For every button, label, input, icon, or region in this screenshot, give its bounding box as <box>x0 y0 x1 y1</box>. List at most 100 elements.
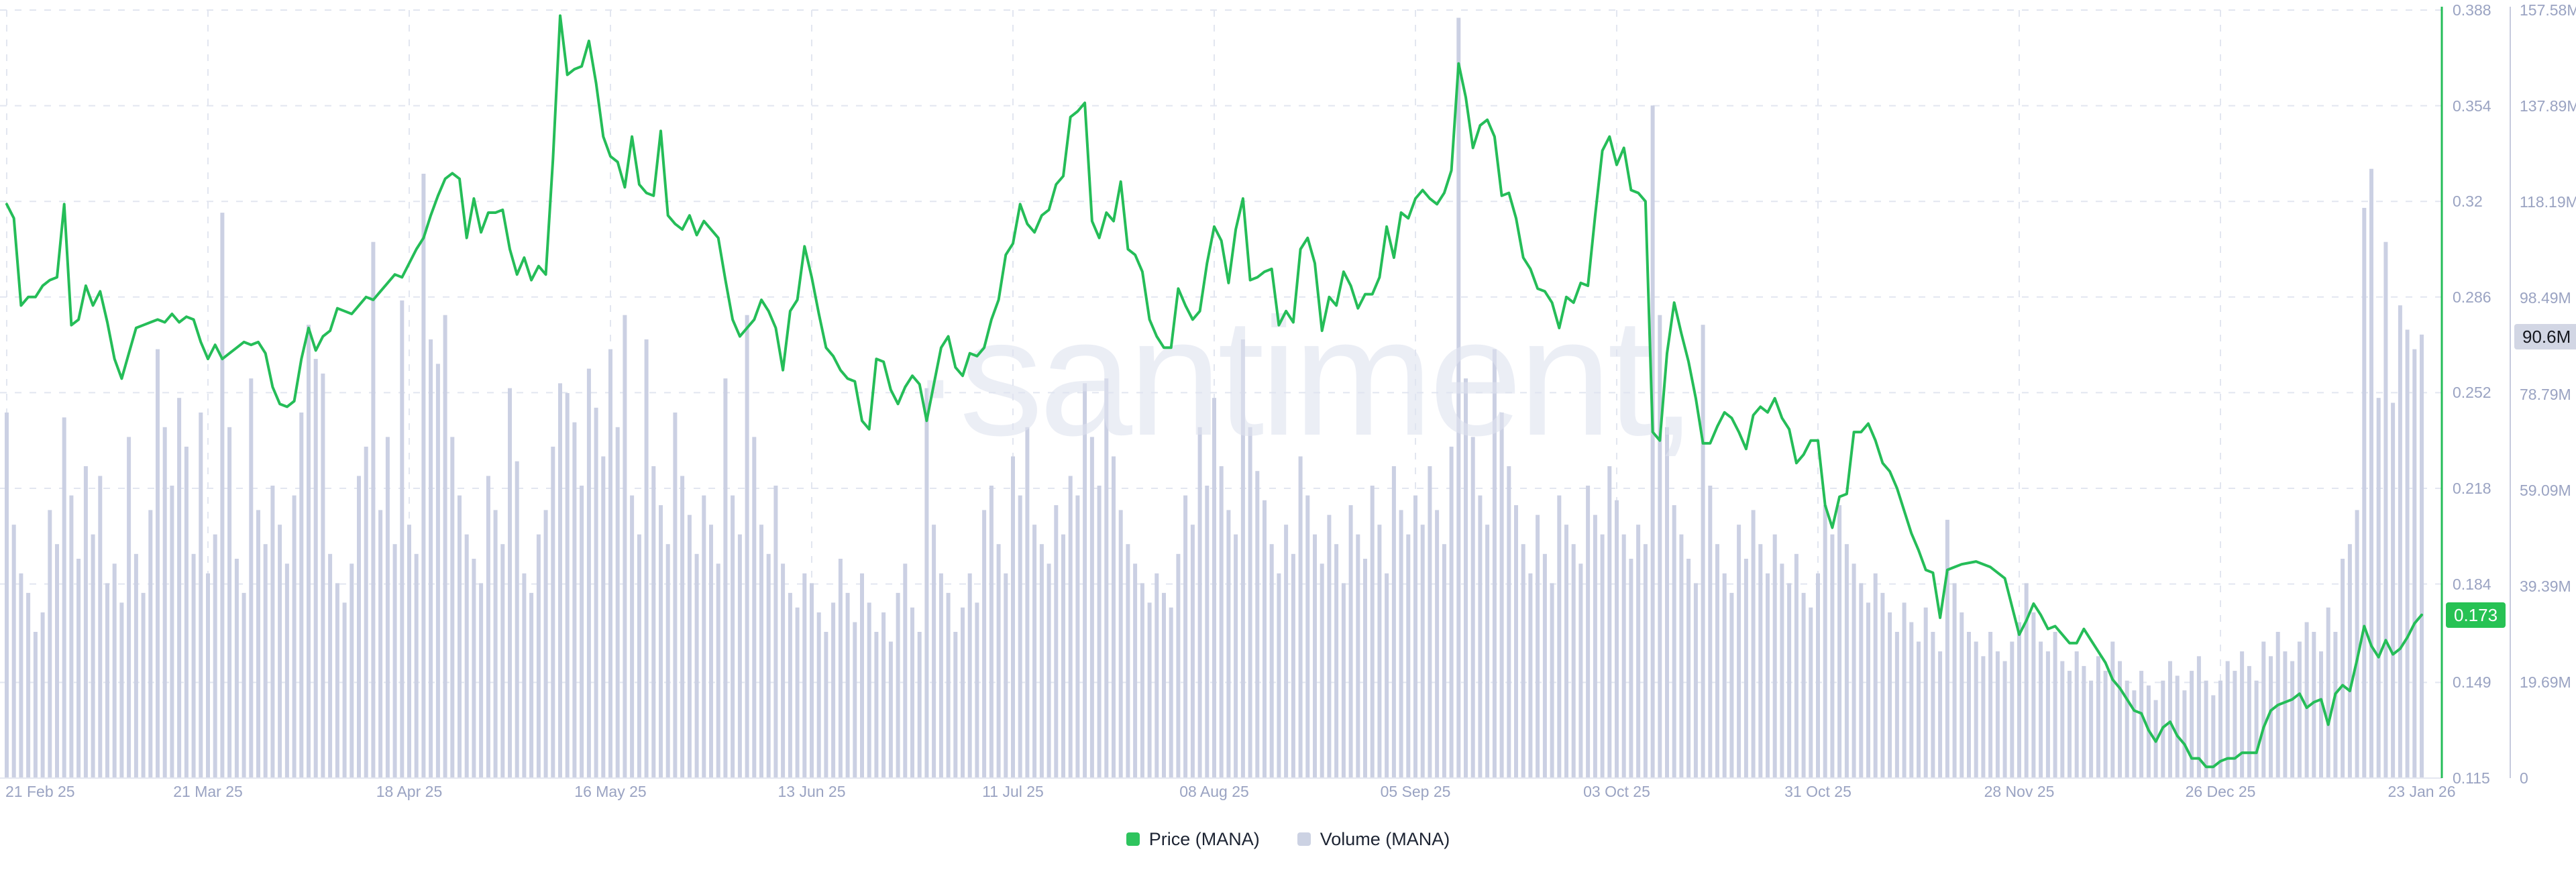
volume-bar <box>1169 607 1173 778</box>
volume-bar <box>1377 525 1382 778</box>
volume-bar <box>458 495 462 778</box>
volume-bar <box>543 510 548 778</box>
volume-bar <box>1075 495 1080 778</box>
volume-bar <box>680 476 685 778</box>
volume-bar <box>1909 622 1914 778</box>
volume-bar <box>119 602 124 778</box>
price-tick-label: 0.32 <box>2453 193 2483 211</box>
volume-bar <box>69 495 74 778</box>
volume-bar <box>2211 695 2216 778</box>
volume-bar <box>5 413 9 778</box>
legend-label: Volume (MANA) <box>1320 829 1450 849</box>
volume-bar <box>773 486 778 778</box>
volume-bar <box>2103 671 2108 778</box>
volume-bar <box>572 422 577 778</box>
volume-bar <box>1679 534 1684 778</box>
volume-bar <box>270 486 275 778</box>
volume-bar <box>33 632 38 778</box>
volume-bar <box>1061 534 1065 778</box>
volume-bar <box>881 612 886 778</box>
volume-bar <box>378 510 383 778</box>
volume-bar <box>2168 661 2172 778</box>
volume-bar <box>982 510 987 778</box>
volume-bar <box>2039 641 2043 778</box>
volume-bar <box>1772 534 1777 778</box>
volume-bar <box>1542 553 1547 778</box>
volume-bar <box>357 476 361 778</box>
volume-bar <box>83 466 88 778</box>
volume-bar <box>1521 544 1525 778</box>
volume-bar <box>2089 680 2094 778</box>
volume-bar <box>2283 651 2288 778</box>
volume-bar <box>1550 583 1554 778</box>
volume-bar <box>522 573 527 778</box>
volume-bar <box>946 592 951 778</box>
volume-bar <box>1693 583 1698 778</box>
x-tick-label: 21 Feb 25 <box>5 783 75 800</box>
volume-bar <box>702 495 706 778</box>
price-tick-label: 0.286 <box>2453 288 2491 306</box>
volume-bar <box>1923 607 1928 778</box>
volume-bar <box>156 349 160 778</box>
legend-item-volume[interactable]: Volume (MANA) <box>1297 829 1450 849</box>
volume-bar <box>500 544 505 778</box>
volume-bar <box>630 495 635 778</box>
watermark: ·santiment, <box>908 283 1693 470</box>
volume-bar <box>148 510 153 778</box>
volume-bar <box>759 525 763 778</box>
volume-bar <box>1046 563 1051 778</box>
volume-bar <box>1298 456 1303 778</box>
volume-bar <box>1672 505 1676 778</box>
volume-bar <box>1391 466 1396 778</box>
volume-bar <box>1356 534 1360 778</box>
volume-bar <box>1981 656 1986 778</box>
volume-bar <box>917 632 922 778</box>
volume-bar <box>1809 607 1813 778</box>
volume-bar <box>1492 349 1497 778</box>
volume-bar <box>313 359 318 778</box>
volume-bar <box>1399 510 1403 778</box>
volume-bar <box>2405 329 2410 778</box>
volume-bar <box>1363 559 1367 778</box>
volume-bar <box>1499 413 1504 778</box>
volume-bar <box>435 364 440 778</box>
volume-current-badge: 90.6M <box>2514 323 2576 349</box>
x-tick-label: 21 Mar 25 <box>173 783 243 800</box>
volume-bar <box>529 592 534 778</box>
volume-bar <box>342 602 347 778</box>
volume-bar <box>2002 661 2007 778</box>
volume-bar <box>716 563 720 778</box>
volume-bar <box>1291 553 1295 778</box>
volume-bar <box>867 602 871 778</box>
volume-bar <box>263 544 268 778</box>
volume-bar <box>961 607 965 778</box>
volume-bar <box>493 510 498 778</box>
volume-bar <box>1708 486 1713 778</box>
volume-bar <box>292 495 297 778</box>
volume-bar <box>1665 427 1669 778</box>
x-tick-label: 23 Jan 26 <box>2387 783 2456 800</box>
volume-bar <box>737 534 742 778</box>
volume-bar <box>177 398 182 778</box>
volume-bar <box>1751 510 1756 778</box>
volume-bar <box>1197 427 1202 778</box>
volume-bar <box>11 525 16 778</box>
volume-bar <box>766 553 771 778</box>
volume-bar <box>48 510 52 778</box>
volume-bar <box>565 393 570 778</box>
volume-bar <box>2341 559 2345 778</box>
volume-bar <box>2290 661 2295 778</box>
volume-bar <box>105 583 109 778</box>
volume-bar <box>1018 495 1022 778</box>
volume-bar <box>1097 486 1102 778</box>
volume-bar <box>414 553 419 778</box>
volume-bar <box>1269 544 1274 778</box>
volume-bar <box>278 525 282 778</box>
volume-bar <box>932 525 936 778</box>
price-series-swatch-icon <box>1126 832 1140 846</box>
volume-bar <box>1011 456 1015 778</box>
legend-item-price[interactable]: Price (MANA) <box>1126 829 1260 849</box>
volume-bar <box>644 339 649 778</box>
volume-bar <box>364 446 368 778</box>
